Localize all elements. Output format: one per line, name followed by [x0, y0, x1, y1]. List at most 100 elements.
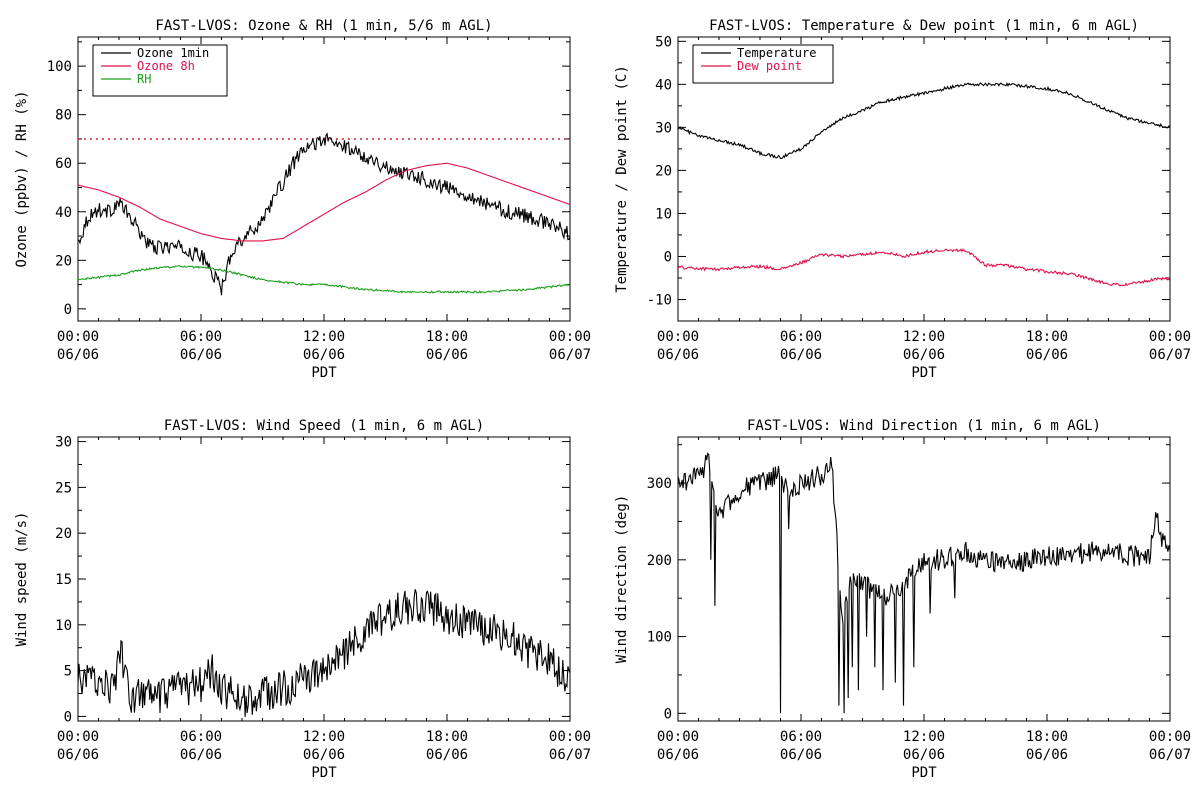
x-tick-label-time: 00:00 [1149, 729, 1191, 745]
y-tick-label: 20 [55, 253, 72, 269]
y-tick-label: 20 [55, 526, 72, 542]
legend-box [692, 44, 834, 84]
x-tick-label-date: 06/07 [549, 747, 591, 763]
x-axis-label: PDT [311, 365, 337, 381]
x-tick-label-time: 00:00 [549, 329, 591, 345]
y-tick-label: 10 [655, 206, 672, 222]
x-tick-label-time: 12:00 [303, 729, 345, 745]
series-line [678, 248, 1170, 287]
y-tick-label: 200 [647, 553, 672, 569]
series-line [78, 589, 570, 717]
x-tick-label-time: 12:00 [903, 329, 945, 345]
x-tick-label-time: 12:00 [903, 729, 945, 745]
y-tick-label: 80 [55, 108, 72, 124]
legend-label: Ozone 1min [137, 46, 209, 60]
y-tick-label: 300 [647, 476, 672, 492]
x-tick-label-date: 06/07 [549, 347, 591, 363]
y-tick-label: 0 [664, 249, 672, 265]
series-group [678, 452, 1170, 714]
x-tick-label-time: 06:00 [180, 729, 222, 745]
x-tick-label-time: 00:00 [57, 729, 99, 745]
x-tick-label-date: 06/06 [780, 747, 822, 763]
series-line [678, 82, 1170, 160]
series-line [78, 264, 570, 294]
chart-title: FAST-LVOS: Ozone & RH (1 min, 5/6 m AGL) [155, 18, 492, 34]
y-tick-label: 20 [655, 163, 672, 179]
y-tick-label: 0 [64, 709, 72, 725]
x-tick-label-time: 12:00 [303, 329, 345, 345]
x-tick-label-date: 06/06 [1026, 347, 1068, 363]
x-tick-label-date: 06/06 [57, 747, 99, 763]
chart-title: FAST-LVOS: Temperature & Dew point (1 mi… [709, 18, 1139, 34]
x-tick-label-date: 06/06 [303, 347, 345, 363]
chart-title: FAST-LVOS: Wind Speed (1 min, 6 m AGL) [164, 418, 484, 434]
x-axis-label: PDT [311, 765, 337, 781]
y-tick-label: 100 [647, 630, 672, 646]
series-line [78, 132, 570, 296]
panel-ozone_rh: FAST-LVOS: Ozone & RH (1 min, 5/6 m AGL)… [14, 18, 591, 381]
y-tick-label: 0 [664, 706, 672, 722]
y-tick-label: 40 [55, 205, 72, 221]
series-group [78, 589, 570, 717]
x-tick-label-date: 06/06 [780, 347, 822, 363]
y-tick-label: 100 [47, 59, 72, 75]
x-tick-label-time: 00:00 [657, 729, 699, 745]
series-line [678, 452, 1170, 714]
x-tick-label-date: 06/06 [57, 347, 99, 363]
y-tick-label: -10 [647, 292, 672, 308]
x-tick-label-date: 06/06 [1026, 747, 1068, 763]
chart-title: FAST-LVOS: Wind Direction (1 min, 6 m AG… [747, 418, 1101, 434]
x-tick-label-date: 06/06 [903, 347, 945, 363]
y-tick-label: 60 [55, 156, 72, 172]
y-axis-label: Wind speed (m/s) [14, 512, 30, 647]
y-tick-label: 5 [64, 664, 72, 680]
y-tick-label: 15 [55, 572, 72, 588]
x-tick-label-time: 00:00 [57, 329, 99, 345]
y-axis-label: Ozone (ppbv) / RH (%) [14, 90, 30, 267]
y-axis-label: Temperature / Dew point (C) [614, 65, 630, 293]
plot-frame [677, 436, 1171, 722]
x-tick-label-time: 06:00 [780, 329, 822, 345]
x-tick-label-date: 06/06 [426, 747, 468, 763]
y-tick-label: 40 [655, 77, 672, 93]
x-axis-label: PDT [911, 765, 937, 781]
series-line [78, 162, 570, 242]
y-tick-label: 0 [64, 302, 72, 318]
series-group [678, 82, 1170, 287]
x-tick-label-time: 18:00 [1026, 729, 1068, 745]
x-tick-label-time: 06:00 [180, 329, 222, 345]
y-tick-label: 25 [55, 480, 72, 496]
legend-label: RH [137, 72, 151, 86]
legend-label: Ozone 8h [137, 59, 195, 73]
y-tick-label: 50 [655, 34, 672, 50]
y-tick-label: 30 [55, 435, 72, 451]
legend-label: Temperature [737, 46, 816, 60]
panel-wind_dir: FAST-LVOS: Wind Direction (1 min, 6 m AG… [614, 418, 1191, 781]
x-tick-label-time: 06:00 [780, 729, 822, 745]
y-tick-label: 30 [655, 120, 672, 136]
x-axis-label: PDT [911, 365, 937, 381]
x-tick-label-date: 06/06 [657, 347, 699, 363]
x-tick-label-date: 06/06 [426, 347, 468, 363]
panel-temp_dew: FAST-LVOS: Temperature & Dew point (1 mi… [614, 18, 1191, 381]
y-axis-label: Wind direction (deg) [614, 495, 630, 664]
y-tick-label: 10 [55, 618, 72, 634]
x-tick-label-time: 18:00 [1026, 329, 1068, 345]
x-tick-label-time: 18:00 [426, 729, 468, 745]
x-tick-label-time: 18:00 [426, 329, 468, 345]
x-tick-label-date: 06/06 [180, 347, 222, 363]
panel-wind_speed: FAST-LVOS: Wind Speed (1 min, 6 m AGL)00… [14, 418, 591, 781]
x-tick-label-date: 06/07 [1149, 347, 1191, 363]
legend-label: Dew point [737, 59, 802, 73]
x-tick-label-time: 00:00 [657, 329, 699, 345]
series-group [78, 132, 570, 296]
plot-frame [77, 436, 571, 722]
x-tick-label-date: 06/06 [657, 747, 699, 763]
x-tick-label-date: 06/06 [903, 747, 945, 763]
x-tick-label-time: 00:00 [1149, 329, 1191, 345]
x-tick-label-date: 06/06 [180, 747, 222, 763]
x-tick-label-time: 00:00 [549, 729, 591, 745]
x-tick-label-date: 06/07 [1149, 747, 1191, 763]
x-tick-label-date: 06/06 [303, 747, 345, 763]
